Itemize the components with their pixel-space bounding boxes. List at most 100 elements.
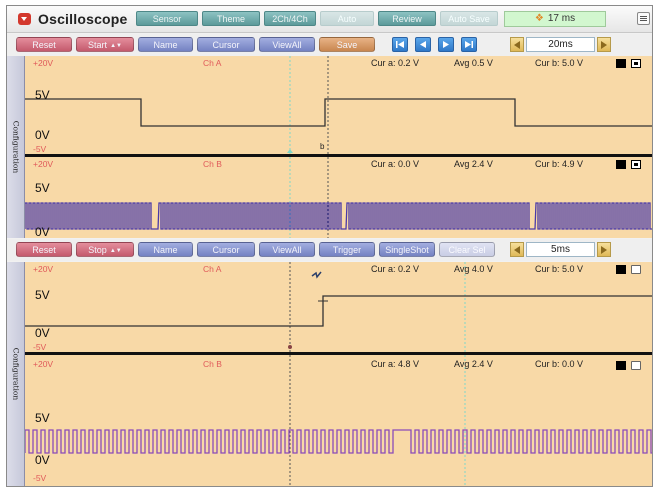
cursor-b-marker[interactable]: b	[320, 142, 325, 151]
trace-color-swatch[interactable]	[616, 59, 626, 68]
tab-review[interactable]: Review	[378, 11, 436, 26]
scale-top-label: +20V	[33, 264, 54, 274]
average-reading: Avg 0.5 V	[454, 58, 493, 68]
timer-icon: ❖	[534, 13, 544, 24]
chevron-left-icon	[514, 41, 520, 49]
scale-top-label: +20V	[33, 58, 54, 68]
zero-label: 0V	[35, 453, 50, 467]
cursor-a-reading: Cur a: 0.2 V	[371, 58, 420, 68]
tab-auto-save[interactable]: Auto Save	[440, 11, 498, 26]
timer-display: ❖ 17 ms	[504, 11, 606, 27]
start-button-label: Start	[88, 40, 108, 50]
chevron-right-icon	[601, 246, 607, 254]
trace-style-swatch[interactable]	[631, 361, 641, 370]
configuration-tab-bottom[interactable]: Configuration	[7, 262, 25, 486]
cursor-b-reading: Cur b: 4.9 V	[535, 159, 584, 169]
zero-label: 0V	[35, 326, 50, 340]
start-button[interactable]: Start ▲▼	[76, 37, 134, 52]
configuration-label: Configuration	[11, 120, 20, 174]
app-menu-icon[interactable]	[18, 13, 31, 25]
trace-style-swatch[interactable]	[631, 160, 641, 169]
timebase-increase-button[interactable]	[597, 37, 611, 52]
skip-last-icon	[465, 41, 473, 48]
cursor-b-reading: Cur b: 5.0 V	[535, 58, 584, 68]
configuration-tab-top[interactable]: Configuration	[7, 56, 25, 238]
trigger-button[interactable]: Trigger	[319, 242, 375, 257]
timebase-display: 5ms	[526, 242, 595, 257]
name-button[interactable]: Name	[138, 242, 193, 257]
step-back-icon	[420, 41, 426, 48]
average-reading: Avg 2.4 V	[454, 359, 493, 369]
app-title: Oscilloscope	[38, 11, 128, 27]
bottom-channel-a-trace	[25, 262, 652, 352]
trace-color-swatch[interactable]	[616, 160, 626, 169]
timebase-decrease-button[interactable]	[510, 37, 524, 52]
stop-dropdown-icon: ▲▼	[109, 248, 122, 254]
step-forward-button[interactable]	[438, 37, 454, 52]
scale-top-label: +20V	[33, 159, 54, 169]
clear-selection-button[interactable]: Clear Sel	[439, 242, 495, 257]
viewall-button[interactable]: ViewAll	[259, 37, 315, 52]
cursor-button[interactable]: Cursor	[197, 37, 255, 52]
zero-label: 0V	[35, 128, 50, 142]
skip-last-button[interactable]	[461, 37, 477, 52]
hamburger-menu-icon[interactable]	[637, 12, 650, 25]
reset-button[interactable]: Reset	[16, 37, 72, 52]
level-label: 5V	[35, 181, 50, 195]
average-reading: Avg 2.4 V	[454, 159, 493, 169]
viewall-button[interactable]: ViewAll	[259, 242, 315, 257]
trace-color-swatch[interactable]	[616, 361, 626, 370]
timebase-increase-button[interactable]	[597, 242, 611, 257]
bottom-toolbar: Reset Stop ▲▼ Name Cursor ViewAll Trigger…	[7, 239, 652, 261]
tab-2ch-4ch[interactable]: 2Ch/4Ch	[264, 11, 316, 26]
channel-divider	[25, 154, 652, 157]
singleshot-button[interactable]: SingleShot	[379, 242, 435, 257]
top-channel-b-trace	[25, 157, 652, 238]
tab-auto[interactable]: Auto	[320, 11, 374, 26]
skip-first-icon	[396, 41, 404, 48]
chevron-right-icon	[601, 41, 607, 49]
skip-first-button[interactable]	[392, 37, 408, 52]
scale-bottom-label: -5V	[33, 473, 47, 483]
trace-color-swatch[interactable]	[616, 265, 626, 274]
cursor-button[interactable]: Cursor	[197, 242, 255, 257]
title-bar: Oscilloscope Sensor Theme 2Ch/4Ch Auto R…	[7, 6, 652, 33]
timebase-display: 20ms	[526, 37, 595, 52]
channel-divider	[25, 352, 652, 355]
step-back-button[interactable]	[415, 37, 431, 52]
trace-style-swatch[interactable]	[631, 59, 641, 68]
bottom-channel-a-plot[interactable]: +20V Ch A 5V 0V -5V Cur a: 0.2 V Avg 4.0…	[25, 262, 652, 352]
top-channel-b-plot[interactable]: +20V Ch B 5V 0V Cur a: 0.0 V Avg 2.4 V C…	[25, 157, 652, 238]
stop-button[interactable]: Stop ▲▼	[76, 242, 134, 257]
scale-bottom-label: -5V	[33, 342, 47, 352]
cursor-a-reading: Cur a: 0.2 V	[371, 264, 420, 274]
timebase-decrease-button[interactable]	[510, 242, 524, 257]
top-channel-a-trace	[25, 56, 652, 154]
tab-theme[interactable]: Theme	[202, 11, 260, 26]
bottom-channel-b-plot[interactable]: +20V Ch B 5V 0V -5V Cur a: 4.8 V Avg 2.4…	[25, 355, 652, 486]
oscilloscope-window: Oscilloscope Sensor Theme 2Ch/4Ch Auto R…	[6, 5, 653, 487]
trace-style-swatch[interactable]	[631, 265, 641, 274]
level-label: 5V	[35, 288, 50, 302]
channel-label: Ch B	[203, 159, 222, 169]
timer-value: 17 ms	[547, 13, 576, 24]
cursor-a-reading: Cur a: 4.8 V	[371, 359, 420, 369]
scale-top-label: +20V	[33, 359, 54, 369]
configuration-label: Configuration	[11, 347, 20, 401]
reset-button[interactable]: Reset	[16, 242, 72, 257]
cursor-a-reading: Cur a: 0.0 V	[371, 159, 420, 169]
top-toolbar: Reset Start ▲▼ Name Cursor ViewAll Save 2…	[7, 34, 652, 56]
level-label: 5V	[35, 411, 50, 425]
average-reading: Avg 4.0 V	[454, 264, 493, 274]
top-channel-a-plot[interactable]: +20V Ch A 5V 0V -5V Cur a: 0.2 V Avg 0.5…	[25, 56, 652, 154]
name-button[interactable]: Name	[138, 37, 193, 52]
chevron-left-icon	[514, 246, 520, 254]
cursor-b-reading: Cur b: 0.0 V	[535, 359, 584, 369]
step-forward-icon	[443, 41, 449, 48]
save-button[interactable]: Save	[319, 37, 375, 52]
bottom-channel-b-trace	[25, 355, 652, 486]
level-label: 5V	[35, 88, 50, 102]
stop-button-label: Stop	[88, 245, 107, 255]
tab-sensor[interactable]: Sensor	[136, 11, 198, 26]
zero-label: 0V	[35, 225, 50, 238]
